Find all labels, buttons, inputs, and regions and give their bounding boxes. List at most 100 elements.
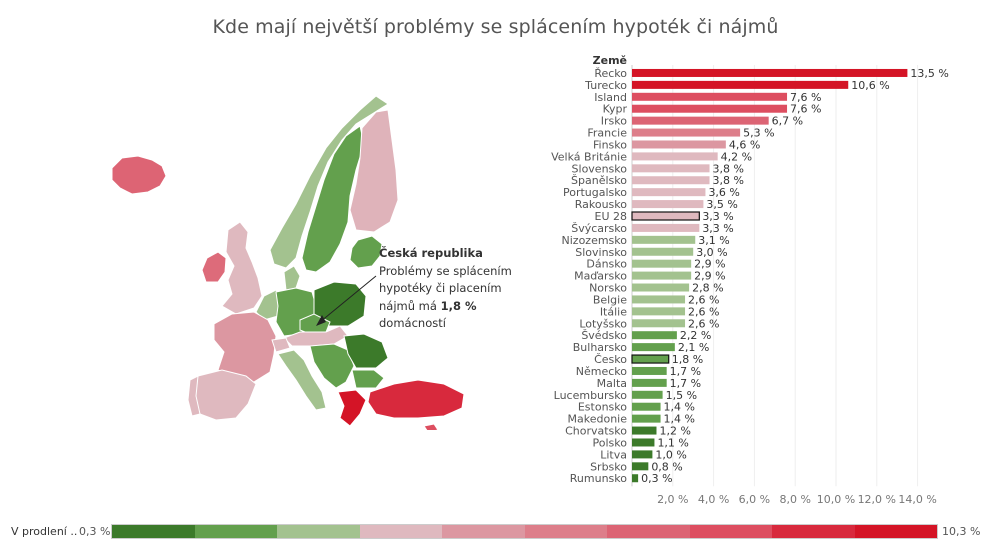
category-label: Slovinsko bbox=[575, 246, 627, 259]
map-baltics[interactable] bbox=[349, 235, 383, 269]
category-label: Chorvatsko bbox=[565, 425, 627, 438]
data-label: 2,6 % bbox=[688, 293, 719, 306]
category-label: Lotyšsko bbox=[579, 317, 627, 330]
map-denmark[interactable] bbox=[283, 265, 301, 291]
category-label: Česko bbox=[594, 353, 627, 366]
legend-max-label: 10,3 % bbox=[942, 525, 981, 538]
category-label: Německo bbox=[576, 365, 628, 378]
bar bbox=[632, 140, 726, 149]
category-label: Švýcarsko bbox=[571, 222, 627, 235]
bar bbox=[632, 128, 741, 137]
map-balkans[interactable] bbox=[309, 343, 355, 389]
data-label: 1,7 % bbox=[670, 377, 701, 390]
data-label: 2,1 % bbox=[678, 341, 709, 354]
data-label: 0,8 % bbox=[651, 460, 682, 473]
czech-annotation: Česká republika Problémy se splácením hy… bbox=[379, 245, 529, 333]
annotation-pointer bbox=[319, 275, 377, 323]
bar bbox=[632, 68, 908, 77]
category-label: Rumunsko bbox=[570, 472, 627, 485]
bar bbox=[632, 402, 661, 411]
data-label: 1,4 % bbox=[664, 401, 695, 414]
map-france[interactable] bbox=[213, 311, 277, 383]
bar bbox=[632, 378, 667, 387]
category-label: Dánsko bbox=[586, 258, 627, 271]
data-label: 7,6 % bbox=[790, 103, 821, 116]
category-label: Srbsko bbox=[590, 460, 627, 473]
bar bbox=[632, 188, 706, 197]
map-greece[interactable] bbox=[337, 389, 367, 427]
bar bbox=[632, 474, 639, 483]
category-label: Finsko bbox=[593, 138, 627, 151]
bar bbox=[632, 164, 710, 173]
map-bulgaria[interactable] bbox=[351, 369, 385, 389]
legend-swatch bbox=[277, 525, 360, 538]
bar bbox=[632, 116, 769, 125]
legend-swatch bbox=[524, 525, 607, 538]
category-label: Irsko bbox=[601, 115, 627, 128]
map-finland[interactable] bbox=[349, 109, 399, 233]
map-ireland[interactable] bbox=[201, 251, 227, 283]
map-italy[interactable] bbox=[277, 349, 327, 411]
bar bbox=[632, 426, 657, 435]
bar bbox=[632, 390, 663, 399]
bar bbox=[632, 200, 704, 209]
data-label: 2,6 % bbox=[688, 317, 719, 330]
data-label: 3,1 % bbox=[698, 234, 729, 247]
bar bbox=[631, 211, 700, 221]
data-label: 10,6 % bbox=[851, 79, 889, 92]
data-label: 4,6 % bbox=[729, 138, 760, 151]
map-turkey[interactable] bbox=[367, 379, 465, 419]
bar bbox=[631, 354, 670, 364]
europe-map[interactable] bbox=[0, 40, 480, 430]
map-cyprus[interactable] bbox=[423, 423, 439, 430]
x-tick-label: 14,0 % bbox=[898, 493, 936, 506]
bar-chart: 2,0 % 4,0 % 6,0 % 8,0 % 10,0 % 12,0 % 14,0 % Ze… bbox=[551, 54, 949, 506]
category-label: Velká Británie bbox=[551, 150, 627, 163]
annotation-body: Problémy se splácením hypotéky či placen… bbox=[379, 263, 529, 333]
data-label: 2,9 % bbox=[694, 258, 725, 271]
category-label: Bulharsko bbox=[573, 341, 628, 354]
legend-gradient[interactable] bbox=[111, 524, 938, 539]
map-uk[interactable] bbox=[221, 221, 263, 315]
map-switzerland[interactable] bbox=[271, 337, 291, 353]
data-label: 3,3 % bbox=[702, 222, 733, 235]
category-label: Lucembursko bbox=[554, 389, 628, 402]
legend-swatch bbox=[359, 525, 442, 538]
x-tick-label: 6,0 % bbox=[739, 493, 770, 506]
annotation-arrowhead bbox=[316, 315, 326, 326]
bar bbox=[632, 104, 788, 113]
data-label: 1,0 % bbox=[655, 448, 686, 461]
map-romania[interactable] bbox=[343, 333, 389, 369]
bar bbox=[632, 438, 655, 447]
bar bbox=[632, 152, 718, 161]
category-label: Turecko bbox=[584, 79, 627, 92]
annotation-text-before: Problémy se splácením hypotéky či placen… bbox=[379, 263, 512, 313]
data-label: 6,7 % bbox=[772, 115, 803, 128]
data-label: 7,6 % bbox=[790, 91, 821, 104]
data-label: 1,7 % bbox=[670, 365, 701, 378]
data-label: 5,3 % bbox=[743, 127, 774, 140]
bar bbox=[632, 307, 686, 316]
map-norway[interactable] bbox=[269, 95, 389, 269]
data-label: 1,8 % bbox=[672, 353, 703, 366]
data-label: 1,4 % bbox=[664, 413, 695, 426]
legend-swatch bbox=[689, 525, 772, 538]
category-label: Španělsko bbox=[571, 174, 627, 187]
category-label: Litva bbox=[600, 448, 627, 461]
x-tick-label: 2,0 % bbox=[657, 493, 688, 506]
category-label: Estonsko bbox=[578, 401, 627, 414]
legend-label: V prodlení .. bbox=[11, 525, 78, 538]
category-label: Makedonie bbox=[568, 413, 628, 426]
category-label: Polsko bbox=[593, 436, 628, 449]
map-iceland[interactable] bbox=[111, 155, 167, 195]
y-axis-title: Země bbox=[593, 54, 627, 67]
category-label: Itálie bbox=[600, 305, 627, 318]
bar bbox=[632, 235, 696, 244]
data-label: 2,8 % bbox=[692, 282, 723, 295]
bar bbox=[632, 271, 692, 280]
data-label: 3,5 % bbox=[706, 198, 737, 211]
bar bbox=[632, 92, 788, 101]
bar bbox=[632, 414, 661, 423]
bar bbox=[632, 247, 694, 256]
map-portugal[interactable] bbox=[187, 375, 201, 417]
